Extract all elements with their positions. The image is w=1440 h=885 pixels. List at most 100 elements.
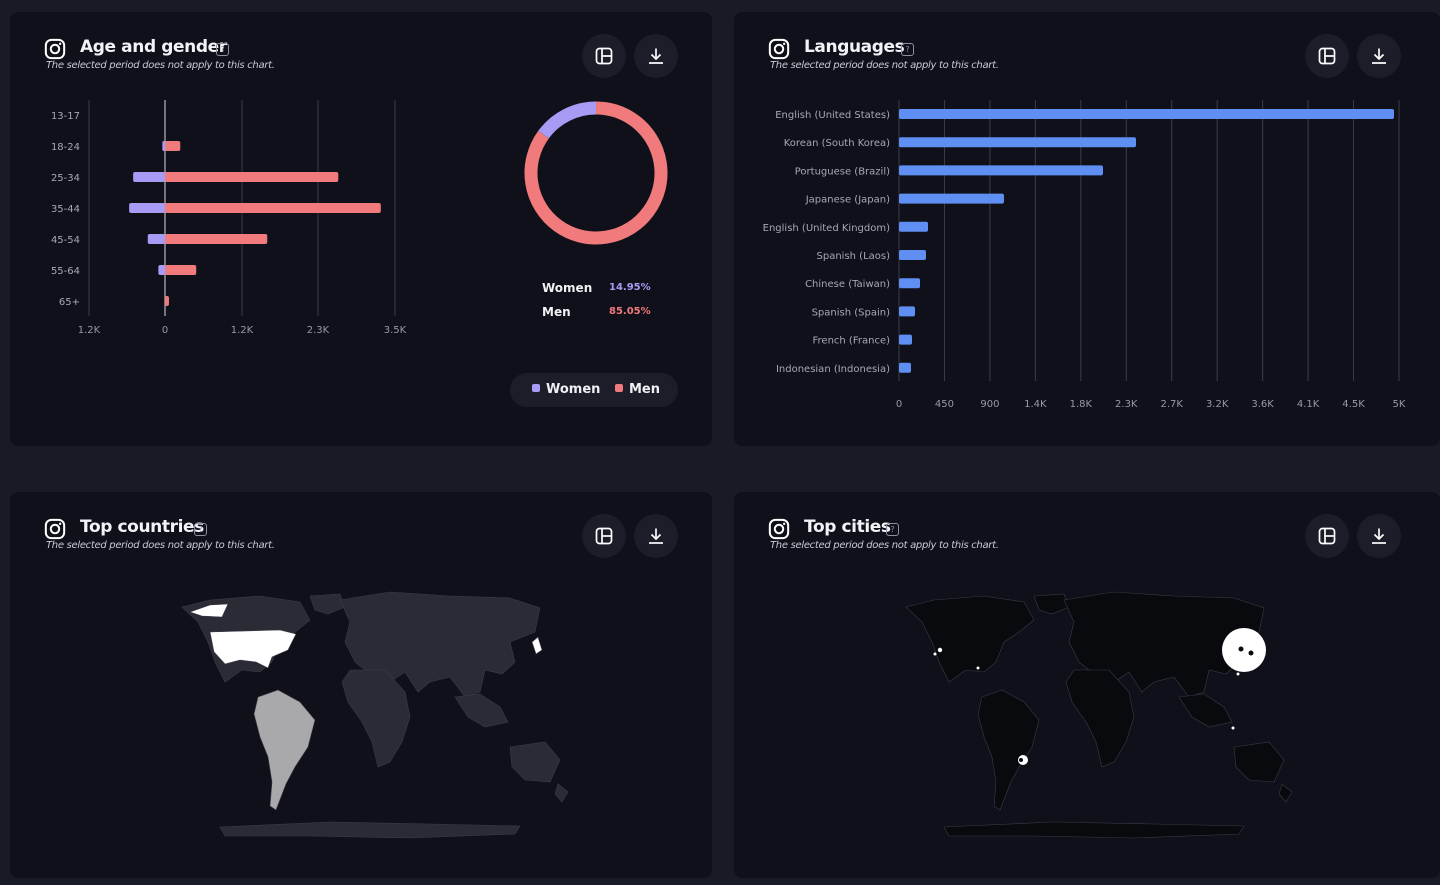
legend-swatch — [615, 384, 623, 392]
donut-slice-men — [524, 101, 668, 245]
bar-men — [165, 234, 268, 244]
x-tick-label: 1.2K — [231, 325, 254, 336]
help-icon[interactable]: ? — [216, 43, 229, 56]
map-land — [181, 591, 569, 839]
card-title: Age and gender — [80, 37, 227, 57]
city-bubble[interactable] — [976, 666, 980, 670]
y-tick-label: 18-24 — [51, 142, 80, 153]
city-bubble-marks — [1019, 646, 1254, 762]
legend-item-women[interactable]: Women — [532, 382, 600, 397]
bar-men — [165, 265, 197, 275]
bar-men — [165, 172, 339, 182]
layout-icon — [1318, 527, 1336, 545]
city-bubble[interactable] — [937, 647, 943, 653]
y-tick-label: English (United States) — [775, 110, 890, 121]
help-icon[interactable]: ? — [901, 43, 914, 56]
language-bar — [899, 165, 1103, 176]
download-button[interactable] — [634, 34, 678, 78]
layout-button[interactable] — [1305, 34, 1349, 78]
chart-legend: Women Men — [510, 373, 678, 407]
breakdown-label: Men — [542, 305, 571, 319]
language-bar — [899, 109, 1394, 119]
y-tick-label: Korean (South Korea) — [784, 138, 890, 149]
language-bar — [899, 334, 912, 345]
age-gender-card: Age and gender ? The selected period doe… — [10, 12, 712, 446]
map-land — [905, 591, 1293, 839]
help-icon[interactable]: ? — [886, 523, 899, 536]
instagram-icon — [44, 518, 66, 540]
layout-button[interactable] — [582, 514, 626, 558]
x-tick-label: 450 — [935, 399, 954, 410]
map-highlight-top — [189, 603, 543, 669]
language-bar — [899, 306, 915, 317]
card-subtitle: The selected period does not apply to th… — [46, 60, 275, 71]
y-tick-label: 25-34 — [51, 173, 80, 184]
top-countries-card: Top countries ? The selected period does… — [10, 492, 712, 878]
city-bubbles — [933, 628, 1266, 765]
bar-women — [129, 203, 165, 213]
city-bubble[interactable] — [1222, 628, 1266, 672]
y-tick-label: 55-64 — [51, 266, 80, 277]
y-tick-label: Japanese (Japan) — [805, 195, 890, 206]
y-tick-label: Indonesian (Indonesia) — [776, 364, 890, 375]
layout-button[interactable] — [1305, 514, 1349, 558]
download-icon — [649, 528, 663, 544]
y-tick-label: Chinese (Taiwan) — [805, 279, 890, 290]
languages-card: Languages ? The selected period does not… — [734, 12, 1440, 446]
legend-item-men[interactable]: Men — [615, 382, 660, 397]
language-bar — [899, 278, 920, 289]
legend-label: Women — [546, 382, 601, 397]
breakdown-value: 14.95% — [609, 282, 651, 293]
x-tick-label: 2.7K — [1160, 399, 1183, 410]
city-bubble[interactable] — [1231, 726, 1235, 730]
y-tick-label: French (France) — [813, 336, 891, 347]
instagram-icon — [44, 38, 66, 60]
languages-chart: 0 450 900 1.4K 1.8K 2.3K 2.7K 3.2K 3.6K 4.1K 4.5K 5… — [763, 100, 1406, 410]
y-tick-label: 45-54 — [51, 235, 80, 246]
city-bubble[interactable] — [1236, 672, 1240, 676]
bar-women — [158, 265, 165, 275]
card-title: Top countries — [80, 517, 204, 537]
download-button[interactable] — [1357, 34, 1401, 78]
y-tick-label: English (United Kingdom) — [763, 223, 890, 234]
age-gender-chart: 1.2K 0 1.2K 2.3K 3.5K 13-17 18-24 25-34 35-44 45-… — [51, 100, 668, 336]
bar-men — [165, 203, 381, 213]
language-bar — [899, 137, 1136, 148]
x-tick-label: 1.8K — [1070, 399, 1093, 410]
x-tick-label: 0 — [896, 399, 902, 410]
layout-icon — [1318, 47, 1336, 65]
x-tick-label: 0 — [162, 325, 168, 336]
download-button[interactable] — [1357, 514, 1401, 558]
x-tick-label: 1.2K — [78, 325, 101, 336]
map-highlight-secondary — [253, 689, 316, 811]
download-button[interactable] — [634, 514, 678, 558]
language-bar — [899, 250, 926, 260]
layout-button[interactable] — [582, 34, 626, 78]
x-tick-label: 4.1K — [1297, 399, 1320, 410]
x-tick-label: 1.4K — [1024, 399, 1047, 410]
world-map — [905, 591, 1293, 839]
y-tick-label: Spanish (Laos) — [817, 251, 891, 262]
instagram-icon — [768, 518, 790, 540]
download-icon — [649, 48, 663, 64]
card-subtitle: The selected period does not apply to th… — [46, 540, 275, 551]
instagram-icon — [768, 38, 790, 60]
layout-icon — [595, 47, 613, 65]
y-tick-label: 13-17 — [51, 111, 80, 122]
x-tick-label: 3.2K — [1206, 399, 1229, 410]
y-tick-label: 65+ — [59, 297, 80, 308]
bar-women — [162, 141, 165, 151]
help-icon[interactable]: ? — [194, 523, 207, 536]
x-tick-label: 4.5K — [1342, 399, 1365, 410]
city-bubble[interactable] — [933, 652, 937, 656]
card-title: Top cities — [804, 517, 891, 537]
y-tick-label: 35-44 — [51, 204, 80, 215]
language-bar — [899, 193, 1004, 204]
breakdown-label: Women — [542, 281, 593, 295]
x-tick-label: 2.3K — [307, 325, 330, 336]
download-icon — [1372, 48, 1386, 64]
x-tick-label: 3.6K — [1251, 399, 1274, 410]
x-tick-label: 900 — [980, 399, 999, 410]
bar-men — [165, 141, 181, 151]
card-title: Languages — [804, 37, 905, 57]
